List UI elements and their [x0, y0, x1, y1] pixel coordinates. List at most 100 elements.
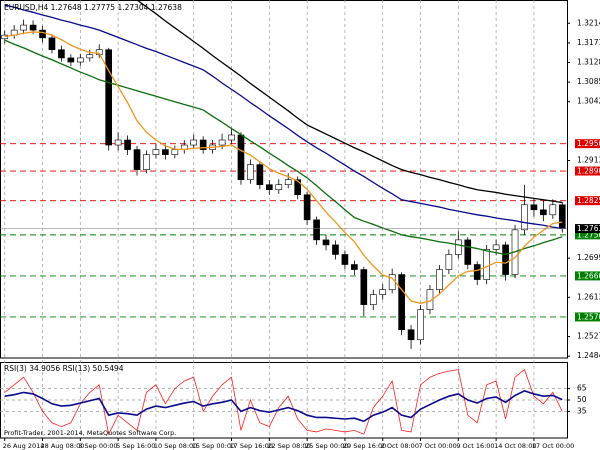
level-label-box	[575, 312, 600, 322]
moving-average	[4, 31, 563, 304]
candle-body	[48, 37, 56, 51]
candle-body	[436, 269, 443, 290]
rsi-line	[4, 368, 563, 436]
level-label-box	[575, 139, 600, 149]
y-tick-label: 35	[577, 406, 587, 415]
candle-body	[502, 244, 509, 275]
x-tick-label: 3 Sep 00:00	[78, 442, 117, 450]
rsi-title: RSI(3) 34.9056 RSI(13) 50.5494	[4, 364, 124, 373]
y-tick-label: 1.31280	[577, 57, 600, 66]
x-tick-label: 7 Oct 00:00	[419, 442, 457, 450]
candle-body	[313, 219, 320, 241]
candle-body	[162, 149, 169, 155]
moving-average	[4, 39, 563, 256]
x-tick-label: 28 Aug 08:00	[41, 442, 85, 450]
candle-body	[398, 274, 405, 331]
candle-body	[20, 24, 27, 31]
candle-body	[521, 204, 528, 231]
candle-body	[294, 179, 301, 196]
candle-body	[190, 139, 198, 146]
level-label: 1.28250	[577, 196, 600, 205]
level-label: 1.28900	[577, 167, 600, 176]
x-tick-label: 5 Sep 16:00	[116, 442, 155, 450]
level-label: 1.29500	[577, 139, 600, 148]
candle-body	[284, 179, 292, 186]
candle-body	[152, 149, 160, 155]
candle-body	[171, 149, 179, 155]
y-tick-label: 1.30850	[577, 77, 600, 86]
x-tick-label: 29 Sep 16:00	[343, 442, 386, 450]
moving-average	[132, 0, 563, 204]
candle-body	[247, 164, 254, 180]
y-tick-label: 1.26990	[577, 253, 600, 262]
candle-body	[492, 244, 500, 250]
x-tick-label: 17 Oct 00:00	[532, 442, 574, 450]
candle-body	[369, 294, 377, 305]
candle-body	[473, 264, 481, 280]
candle-body	[143, 154, 150, 170]
x-tick-label: 15 Sep 00:00	[192, 442, 235, 450]
candle-body	[237, 134, 245, 180]
candle-body	[39, 29, 46, 39]
y-tick-label: 1.24840	[577, 351, 600, 360]
x-tick-label: 17 Sep 16:00	[230, 442, 273, 450]
y-tick-label: 1.25270	[577, 332, 600, 341]
candle-body	[228, 134, 235, 141]
x-tick-label: 10 Sep 08:00	[154, 442, 197, 450]
main-frame	[0, 0, 568, 359]
candle-body	[29, 24, 37, 31]
candle-body	[303, 194, 311, 221]
main-title: EURUSD,H4 1.27648 1.27775 1.27304 1.2763…	[4, 3, 182, 12]
x-tick-label: 2 Oct 08:00	[381, 442, 419, 450]
level-label-box	[575, 230, 600, 240]
candle-body	[86, 54, 94, 59]
level-label-box	[575, 166, 600, 176]
y-tick-label: 1.31710	[577, 38, 600, 47]
rsi-plot	[0, 368, 567, 436]
main-plot	[0, 0, 567, 349]
candle-body	[445, 254, 453, 270]
y-tick-label: 1.32140	[577, 18, 600, 27]
candle-body	[549, 204, 557, 216]
candle-body	[351, 264, 358, 270]
candle-body	[1, 34, 9, 40]
candle-body	[530, 204, 538, 211]
y-tick-label: 1.26130	[577, 292, 600, 301]
candle-body	[124, 139, 131, 150]
candle-body	[114, 139, 122, 146]
moving-average	[4, 4, 563, 230]
x-tick-label: 26 Aug 2014	[3, 442, 45, 450]
candle-body	[266, 184, 273, 191]
candle-body	[464, 239, 472, 265]
current-price-label: 1.27638	[577, 224, 600, 233]
candle-body	[67, 57, 75, 63]
level-label-box	[575, 196, 600, 206]
candle-body	[483, 249, 490, 280]
current-price-box	[575, 224, 600, 234]
grid-layer	[4, 0, 535, 438]
candle-body	[105, 49, 112, 146]
level-label: 1.26600	[577, 271, 600, 280]
candle-body	[256, 164, 264, 186]
x-tick-label: 9 Oct 16:00	[456, 442, 494, 450]
candle-body	[360, 269, 368, 305]
level-label: 1.27500	[577, 230, 600, 239]
candle-body	[322, 239, 330, 246]
candle-body	[218, 139, 226, 146]
x-tick-label: 25 Sep 00:00	[305, 442, 348, 450]
y-tick-label: 1.29130	[577, 156, 600, 165]
candle-body	[407, 329, 415, 341]
candle-body	[455, 239, 462, 255]
candle-body	[341, 254, 349, 265]
y-tick-label: 1.30420	[577, 97, 600, 106]
y-tick-label: 50	[577, 395, 587, 404]
x-tick-label: 22 Sep 08:00	[267, 442, 310, 450]
candle-body	[558, 204, 566, 229]
footer: Profit-Trader, 2001-2014, MetaQuotes Sof…	[4, 429, 176, 437]
candle-body	[379, 289, 387, 295]
level-label-box	[575, 271, 600, 281]
candle-body	[133, 149, 141, 170]
level-label: 1.25700	[577, 312, 600, 321]
candle-body	[426, 289, 434, 310]
